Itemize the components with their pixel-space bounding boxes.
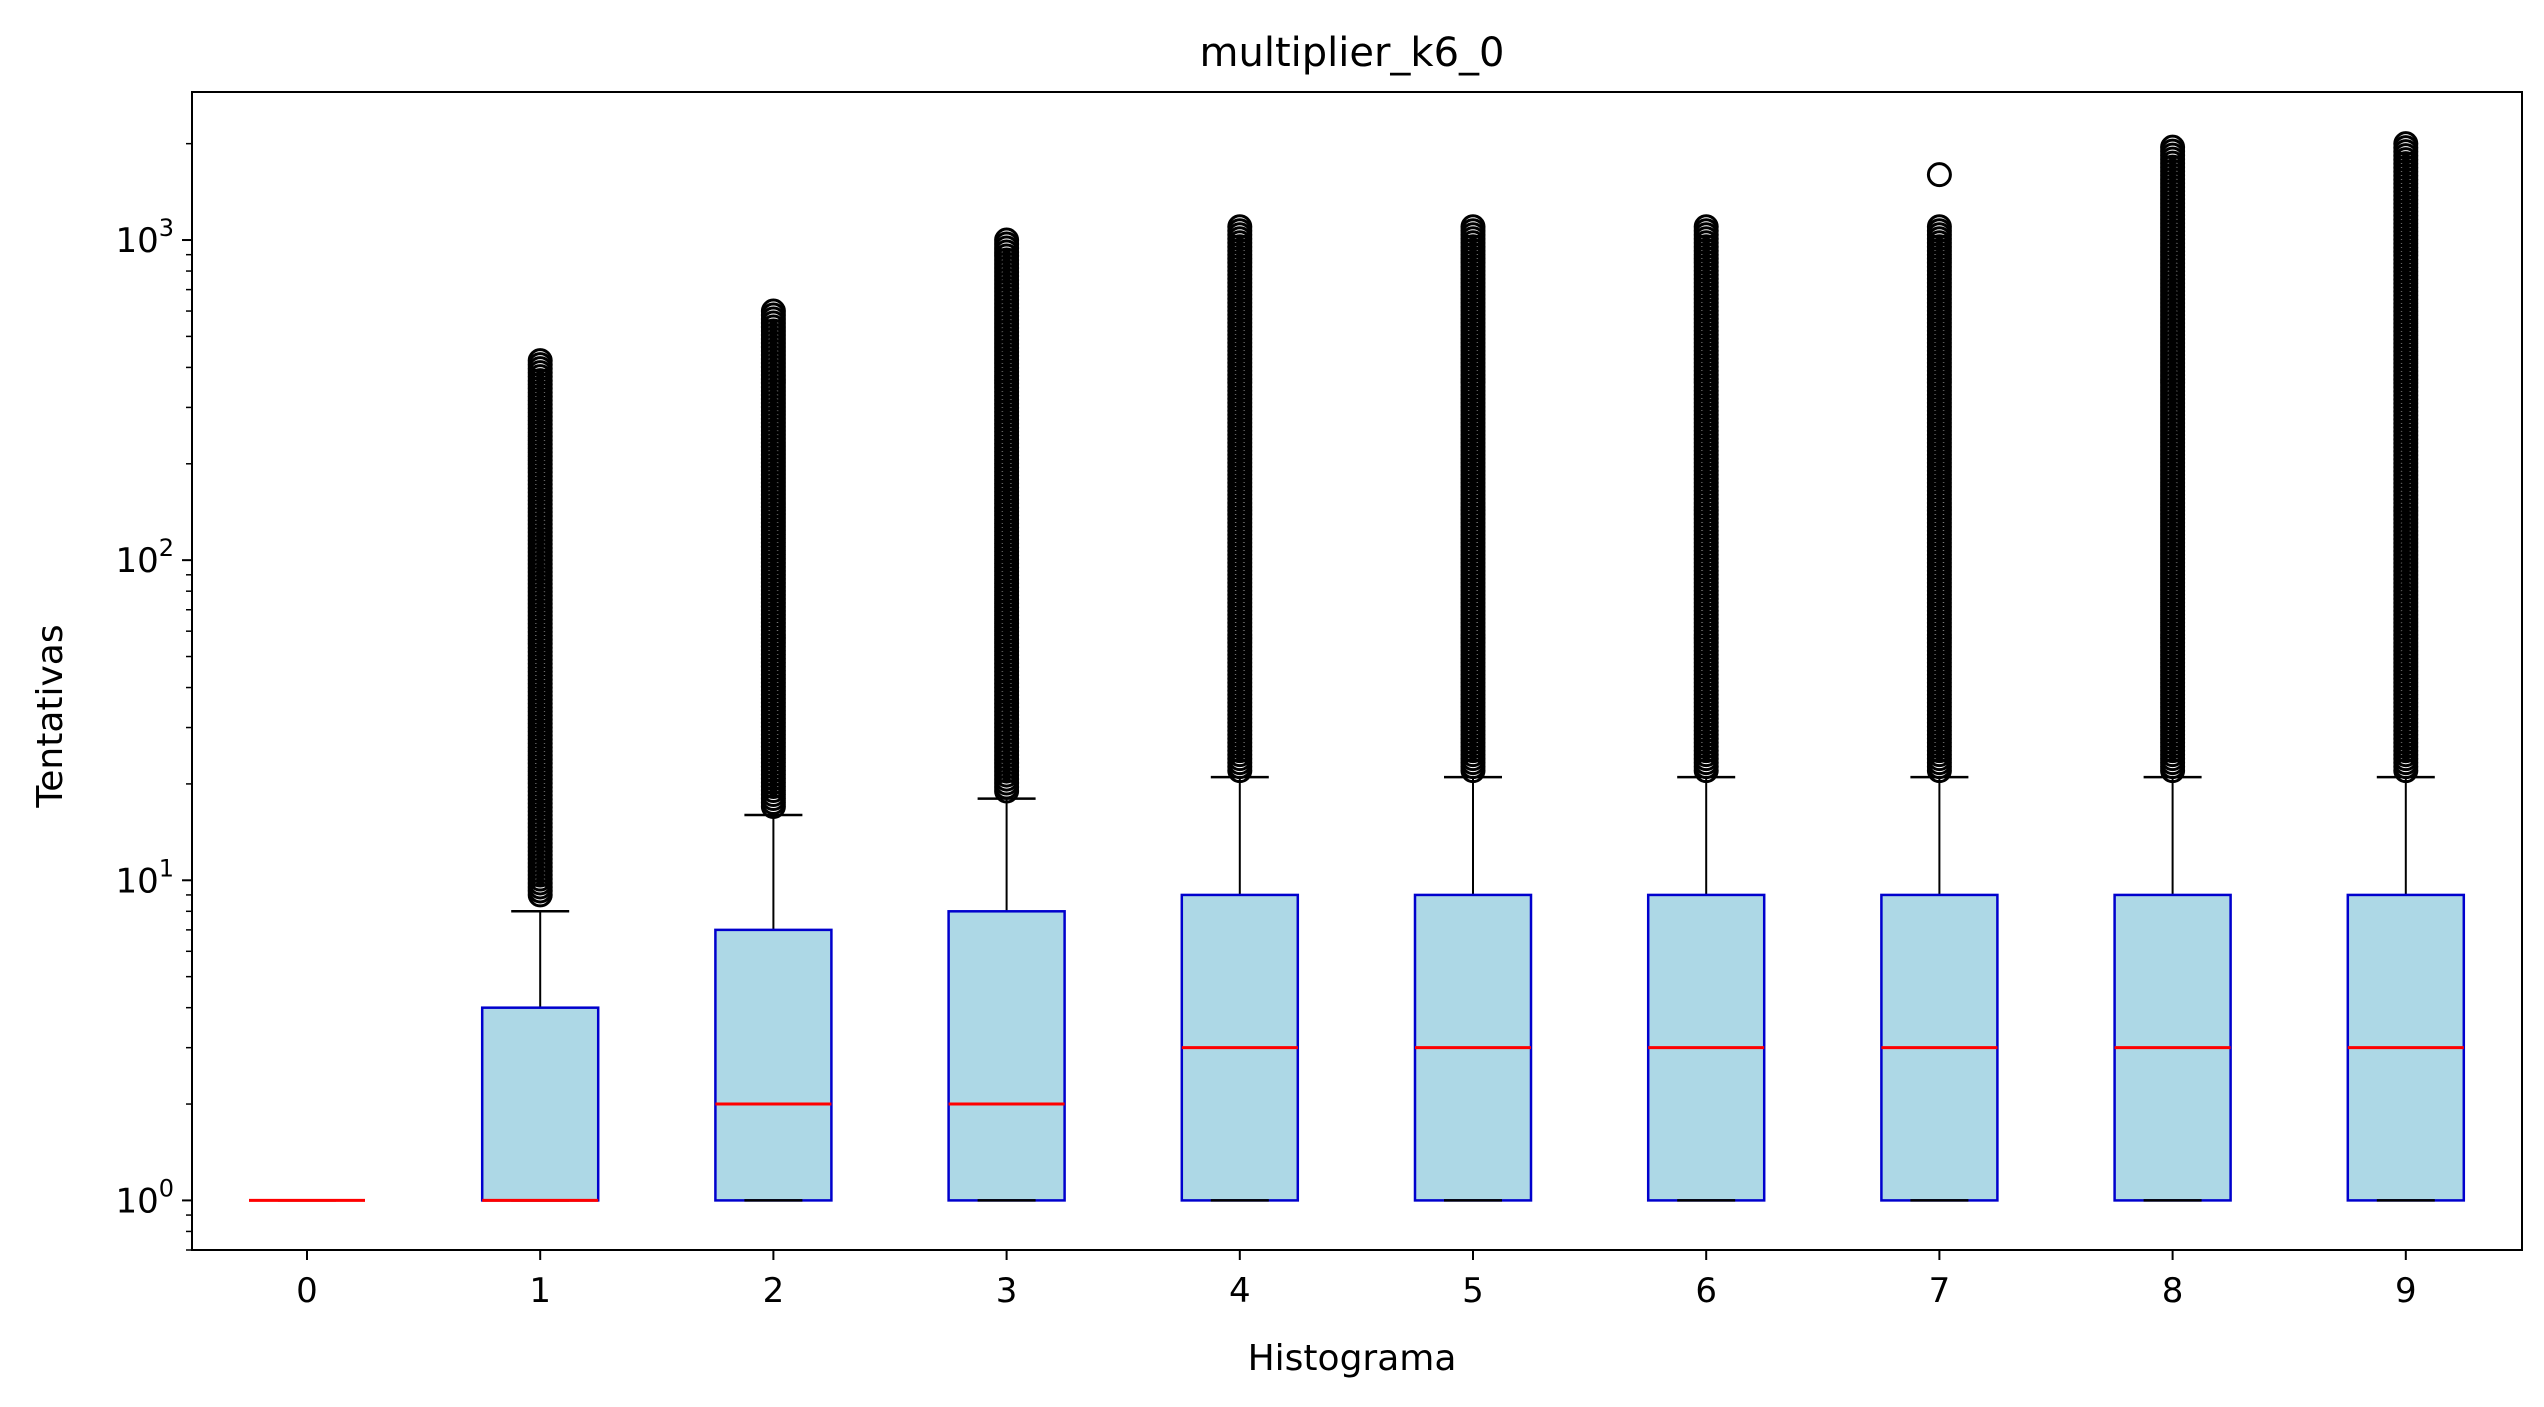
- box: [714, 928, 833, 1202]
- box-group-2: [714, 298, 833, 1202]
- outlier-point: [2393, 131, 2419, 157]
- box-group-1: [480, 348, 600, 1202]
- axes-frame: [191, 91, 2523, 1251]
- outlier-point: [1926, 162, 1952, 188]
- box-group-9: [2346, 131, 2466, 1202]
- x-tick-label: 2: [763, 1271, 785, 1311]
- y-tick-label: 102: [115, 534, 174, 581]
- x-tick-label: 5: [1462, 1271, 1484, 1311]
- box-group-5: [1413, 214, 1533, 1202]
- outlier-point: [527, 348, 553, 374]
- box-group-4: [1180, 214, 1300, 1202]
- outlier-point: [1693, 214, 1719, 240]
- box-group-7: [1880, 162, 1999, 1202]
- outlier-point: [994, 227, 1020, 253]
- x-tick-label: 8: [2162, 1271, 2184, 1311]
- x-tick-label: 4: [1229, 1271, 1251, 1311]
- outlier-point: [760, 298, 786, 324]
- outlier-point: [1460, 214, 1486, 240]
- x-tick-label: 0: [296, 1271, 318, 1311]
- plot-area: [249, 131, 2466, 1202]
- y-axis-title: Tentativas: [30, 624, 71, 808]
- box-group-3: [947, 227, 1066, 1202]
- outlier-point: [1227, 214, 1253, 240]
- outlier-point: [1926, 214, 1952, 240]
- x-tick-label: 3: [996, 1271, 1018, 1311]
- x-tick-label: 1: [529, 1271, 551, 1311]
- x-tick-label: 9: [2395, 1271, 2417, 1311]
- box: [947, 910, 1066, 1202]
- y-tick-label: 100: [115, 1174, 174, 1221]
- x-tick-label: 7: [1929, 1271, 1951, 1311]
- chart-title: multiplier_k6_0: [1200, 30, 1505, 76]
- y-tick-label: 101: [115, 854, 174, 901]
- box-group-8: [2113, 134, 2232, 1202]
- y-tick-label: 103: [115, 214, 174, 261]
- box-group-6: [1646, 214, 1766, 1202]
- x-tick-label: 6: [1695, 1271, 1717, 1311]
- axes: 0 1 2 3 4 5 6 7 8 9 100 101 102 103: [115, 91, 2523, 1311]
- box: [480, 1006, 600, 1202]
- x-axis-title: Histograma: [1248, 1338, 1457, 1379]
- outlier-point: [2160, 134, 2186, 160]
